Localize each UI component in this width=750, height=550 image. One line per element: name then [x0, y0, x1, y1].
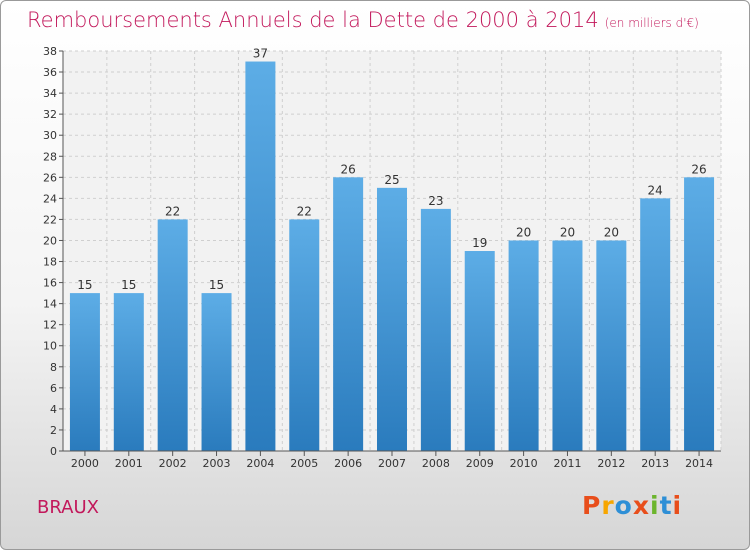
x-tick-label: 2012 [597, 457, 625, 470]
y-tick-label: 16 [43, 277, 57, 290]
x-tick-label: 2000 [71, 457, 99, 470]
x-tick-label: 2003 [203, 457, 231, 470]
y-tick-label: 36 [43, 66, 57, 79]
y-tick-label: 12 [43, 319, 57, 332]
y-tick-label: 20 [43, 234, 57, 247]
bar [377, 187, 407, 451]
y-tick-label: 38 [43, 45, 57, 58]
x-tick-label: 2008 [422, 457, 450, 470]
y-tick-label: 26 [43, 171, 57, 184]
x-tick-label: 2009 [466, 457, 494, 470]
y-tick-label: 10 [43, 340, 57, 353]
bar-value-label: 20 [560, 225, 575, 239]
bar-value-label: 26 [691, 162, 706, 176]
y-tick-label: 8 [50, 361, 57, 374]
y-tick-label: 30 [43, 129, 57, 142]
bar [464, 251, 495, 451]
y-tick-label: 4 [50, 403, 57, 416]
bar [333, 177, 364, 451]
chart-title-text: Remboursements Annuels de la Dette de 20… [27, 8, 599, 32]
chart-unit: (en milliers d'€) [604, 16, 699, 30]
bar [245, 61, 276, 452]
y-tick-label: 2 [50, 424, 57, 437]
chart-title: Remboursements Annuels de la Dette de 20… [27, 8, 699, 32]
bar-value-label: 24 [648, 183, 663, 197]
bar-value-label: 15 [209, 278, 224, 292]
y-tick-label: 14 [43, 298, 57, 311]
bar [552, 240, 583, 451]
x-tick-label: 2013 [641, 457, 669, 470]
bar [289, 219, 320, 451]
bar-value-label: 26 [340, 162, 355, 176]
x-tick-label: 2006 [334, 457, 362, 470]
bar [640, 198, 671, 451]
bar [508, 240, 539, 451]
bar [596, 240, 627, 451]
logo-letter: i [672, 491, 683, 520]
bar-value-label: 15 [121, 278, 136, 292]
town-name: BRAUX [37, 497, 99, 518]
x-tick-label: 2002 [159, 457, 187, 470]
logo-letter: t [659, 491, 673, 520]
bar [201, 293, 232, 451]
x-tick-label: 2005 [290, 457, 318, 470]
bar [69, 293, 100, 451]
logo-letter: r [601, 491, 615, 520]
bar-value-label: 19 [472, 236, 487, 250]
y-tick-label: 0 [50, 445, 57, 458]
bar-value-label: 25 [384, 173, 399, 187]
bar-value-label: 20 [604, 225, 619, 239]
y-tick-label: 28 [43, 150, 57, 163]
x-tick-label: 2004 [246, 457, 274, 470]
logo-letter: x [632, 491, 650, 520]
x-tick-label: 2011 [553, 457, 581, 470]
y-tick-label: 34 [43, 87, 57, 100]
bar-value-label: 15 [77, 278, 92, 292]
y-tick-label: 18 [43, 256, 57, 269]
bar [684, 177, 715, 451]
bar [113, 293, 144, 451]
bar-value-label: 37 [253, 47, 268, 61]
bar [157, 219, 188, 451]
x-tick-label: 2010 [510, 457, 538, 470]
bar-value-label: 23 [428, 194, 443, 208]
bars: 15 15 22 15 37 22 26 25 23 19 20 20 20 24 26 [69, 47, 715, 452]
logo-letter: o [614, 491, 633, 520]
x-tick-label: 2007 [378, 457, 406, 470]
proxiti-logo[interactable]: Proxiti [582, 491, 682, 520]
logo-letter: P [582, 491, 602, 520]
y-tick-label: 22 [43, 213, 57, 226]
y-tick-label: 6 [50, 382, 57, 395]
bar-value-label: 22 [165, 204, 180, 218]
bar-value-label: 20 [516, 225, 531, 239]
y-tick-label: 24 [43, 192, 57, 205]
bar [420, 208, 451, 451]
x-tick-label: 2001 [115, 457, 143, 470]
y-tick-label: 32 [43, 108, 57, 121]
bar-value-label: 22 [297, 204, 312, 218]
x-tick-label: 2014 [685, 457, 713, 470]
logo-letter: i [650, 491, 660, 520]
